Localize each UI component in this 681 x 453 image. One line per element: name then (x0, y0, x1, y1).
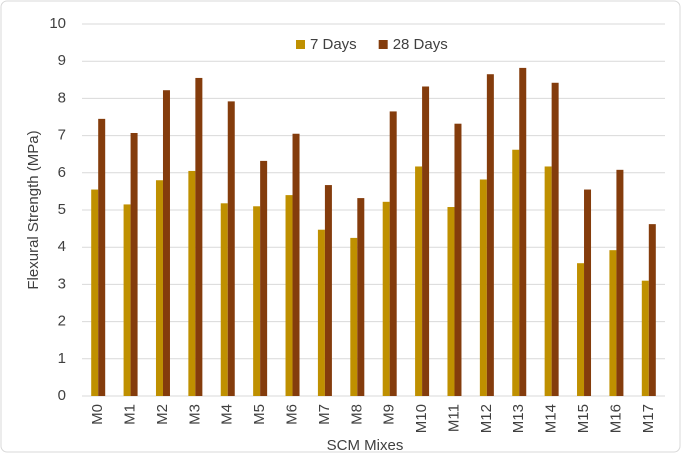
bar (512, 149, 520, 396)
bar (584, 189, 592, 396)
x-tick-label: M17 (640, 404, 657, 433)
x-tick-label: M14 (543, 404, 560, 433)
bar (98, 118, 106, 397)
y-tick-label: 5 (58, 201, 66, 218)
x-tick-label: M7 (316, 404, 333, 425)
x-axis-title: SCM Mixes (327, 437, 404, 453)
bar (544, 166, 552, 396)
x-tick-label: M10 (413, 404, 430, 433)
bar (609, 250, 617, 396)
y-tick-label: 6 (58, 164, 66, 181)
y-tick-label: 8 (58, 89, 66, 106)
bar (486, 74, 494, 396)
bar (130, 132, 138, 396)
y-tick-label: 2 (58, 313, 66, 330)
y-tick-label: 7 (58, 127, 66, 144)
bar (382, 201, 390, 396)
y-axis-title: Flexural Strength (MPa) (25, 130, 42, 289)
bar (422, 86, 430, 396)
x-tick-label: M6 (283, 404, 300, 425)
y-tick-label: 9 (58, 52, 66, 69)
x-tick-label: M16 (607, 404, 624, 433)
bar (454, 123, 462, 397)
legend-swatch (296, 40, 305, 49)
y-tick-label: 10 (49, 15, 66, 32)
x-tick-label: M5 (251, 404, 268, 425)
bar (155, 180, 163, 396)
bar (220, 203, 228, 396)
bar (648, 224, 656, 396)
bar (389, 111, 397, 397)
bar (577, 263, 585, 396)
legend-label: 28 Days (393, 36, 448, 53)
bar (551, 82, 559, 396)
bar (641, 280, 649, 396)
bar (415, 166, 423, 396)
bar (357, 198, 365, 396)
x-tick-label: M1 (122, 404, 139, 425)
bar (292, 133, 300, 397)
bar (479, 179, 487, 396)
legend-swatch (378, 40, 388, 49)
x-tick-label: M0 (89, 404, 106, 425)
bar (447, 207, 455, 396)
bar (324, 185, 332, 396)
x-tick-label: M8 (348, 404, 365, 425)
legend-label: 7 Days (310, 36, 357, 53)
y-tick-label: 4 (58, 238, 66, 255)
x-tick-label: M15 (575, 404, 592, 433)
x-tick-label: M12 (478, 404, 495, 433)
bar (519, 67, 527, 397)
bar (616, 169, 624, 396)
y-tick-label: 1 (58, 350, 66, 367)
x-tick-label: M11 (445, 404, 462, 432)
bar (188, 170, 196, 396)
x-tick-label: M3 (186, 404, 203, 425)
bar (317, 229, 325, 396)
bar (227, 101, 235, 396)
x-tick-label: M2 (154, 404, 171, 425)
bar (253, 206, 261, 396)
bar (123, 204, 131, 396)
bar (162, 90, 170, 396)
x-tick-label: M13 (510, 404, 527, 433)
y-tick-label: 0 (58, 387, 66, 404)
bar (260, 160, 268, 396)
y-tick-label: 3 (58, 275, 66, 292)
x-tick-label: M4 (219, 404, 236, 425)
x-tick-label: M9 (381, 404, 398, 425)
bar (91, 189, 99, 396)
bar (350, 237, 358, 396)
bar (195, 77, 203, 396)
bar (285, 195, 293, 396)
